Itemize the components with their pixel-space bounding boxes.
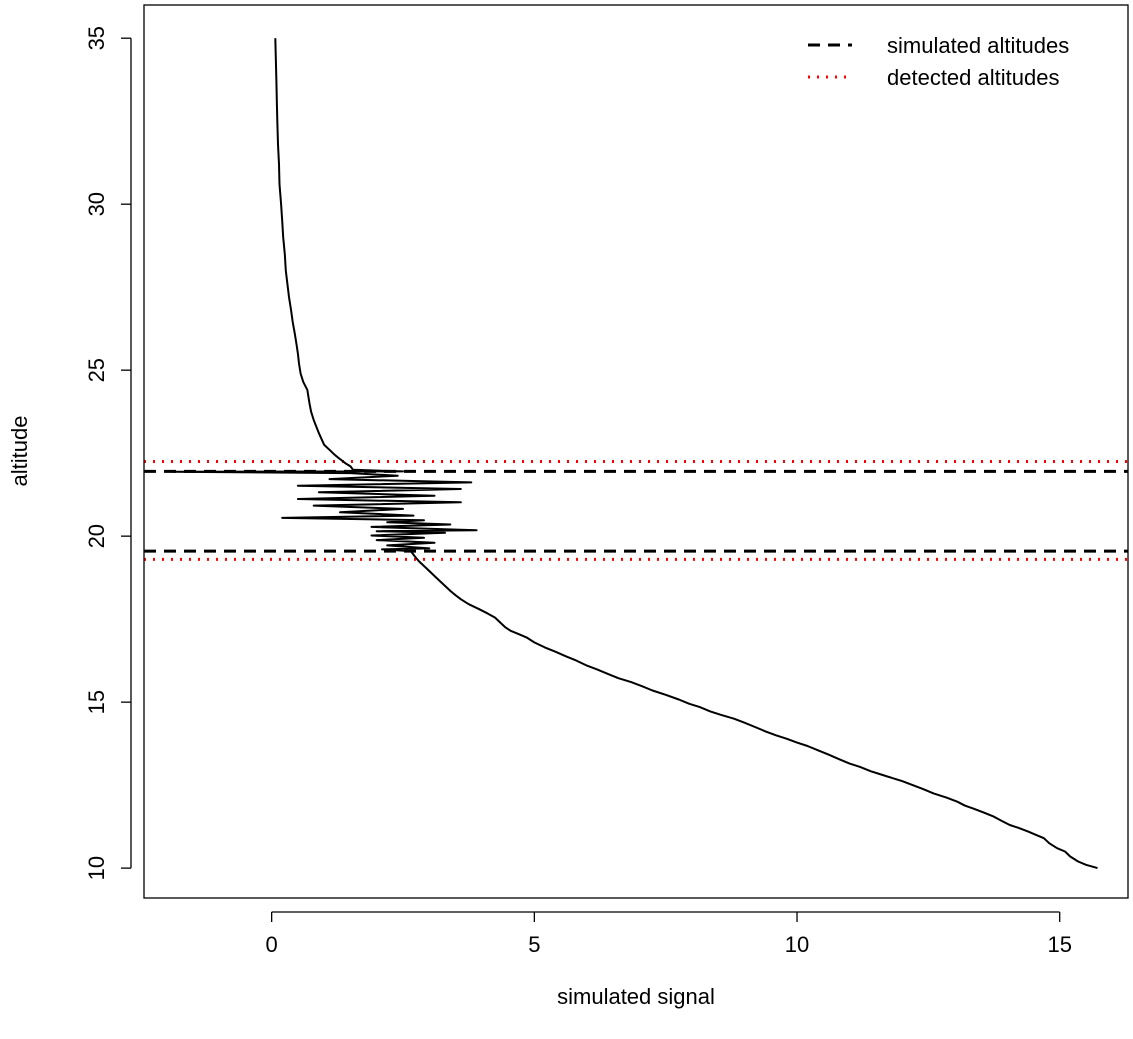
x-tick-label-1: 5 — [528, 932, 540, 957]
plot-frame — [143, 4, 1129, 899]
y-tick-label-2: 20 — [84, 524, 109, 548]
series-layer — [170, 38, 1098, 870]
x-axis: 0 5 10 15 — [266, 911, 1072, 957]
y-tick-label-1: 15 — [84, 690, 109, 714]
y-tick-label-4: 30 — [84, 192, 109, 216]
x-axis-label: simulated signal — [557, 984, 715, 1009]
x-tick-label-0: 0 — [266, 932, 278, 957]
legend-label-0: simulated altitudes — [887, 33, 1069, 58]
legend-label-1: detected altitudes — [887, 65, 1059, 90]
y-tick-label-0: 10 — [84, 856, 109, 880]
signal-series-line-0 — [170, 38, 1098, 870]
x-tick-label-2: 10 — [785, 932, 809, 957]
x-tick-label-3: 15 — [1047, 932, 1071, 957]
legend: simulated altitudes detected altitudes — [808, 33, 1069, 90]
y-tick-label-3: 25 — [84, 358, 109, 382]
y-tick-label-5: 35 — [84, 26, 109, 50]
y-axis: 10 15 20 25 30 35 — [84, 26, 132, 880]
y-axis-label: altitude — [7, 416, 32, 487]
